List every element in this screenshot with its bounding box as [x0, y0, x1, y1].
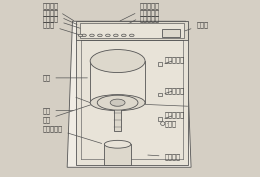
- Bar: [104, 144, 131, 165]
- Ellipse shape: [110, 99, 125, 106]
- Ellipse shape: [98, 34, 102, 37]
- Text: 排水口: 排水口: [165, 121, 177, 127]
- Ellipse shape: [129, 34, 134, 37]
- Text: 高水位开关: 高水位开关: [165, 57, 185, 64]
- Ellipse shape: [121, 34, 126, 37]
- Polygon shape: [76, 21, 187, 40]
- Text: 掌上按机: 掌上按机: [42, 3, 74, 21]
- Text: 低水位开关: 低水位开关: [165, 112, 185, 118]
- Ellipse shape: [161, 122, 165, 125]
- Text: 电磁离合器: 电磁离合器: [42, 125, 102, 143]
- Text: 进水口: 进水口: [42, 22, 79, 35]
- Text: 波盘: 波盘: [42, 104, 95, 123]
- Ellipse shape: [82, 34, 86, 37]
- Ellipse shape: [90, 50, 145, 73]
- Ellipse shape: [104, 140, 131, 148]
- Text: 脱水按扭: 脱水按扭: [42, 15, 80, 28]
- Text: 中水位开关: 中水位开关: [165, 87, 185, 94]
- Bar: [162, 29, 180, 37]
- Text: 中水位按扭: 中水位按扭: [127, 9, 160, 24]
- Bar: [90, 61, 145, 103]
- Text: 洗涤电机: 洗涤电机: [148, 153, 180, 160]
- Text: 高水位按扭: 高水位按扭: [120, 3, 160, 21]
- Text: 显示器: 显示器: [182, 21, 208, 32]
- Bar: [114, 103, 121, 131]
- Bar: [158, 117, 162, 121]
- Bar: [158, 93, 162, 96]
- Text: 低水位按扭: 低水位按扭: [135, 15, 160, 28]
- Text: 排水按扭: 排水按扭: [42, 9, 77, 24]
- Ellipse shape: [90, 95, 145, 111]
- Polygon shape: [67, 21, 191, 167]
- Ellipse shape: [114, 34, 118, 37]
- Ellipse shape: [78, 34, 83, 37]
- Bar: [158, 62, 162, 66]
- Polygon shape: [76, 32, 187, 165]
- Text: 内桶: 内桶: [42, 75, 87, 81]
- Ellipse shape: [90, 34, 94, 37]
- Polygon shape: [80, 23, 184, 38]
- Ellipse shape: [106, 34, 110, 37]
- Ellipse shape: [97, 95, 138, 110]
- Text: 外桶: 外桶: [42, 107, 73, 114]
